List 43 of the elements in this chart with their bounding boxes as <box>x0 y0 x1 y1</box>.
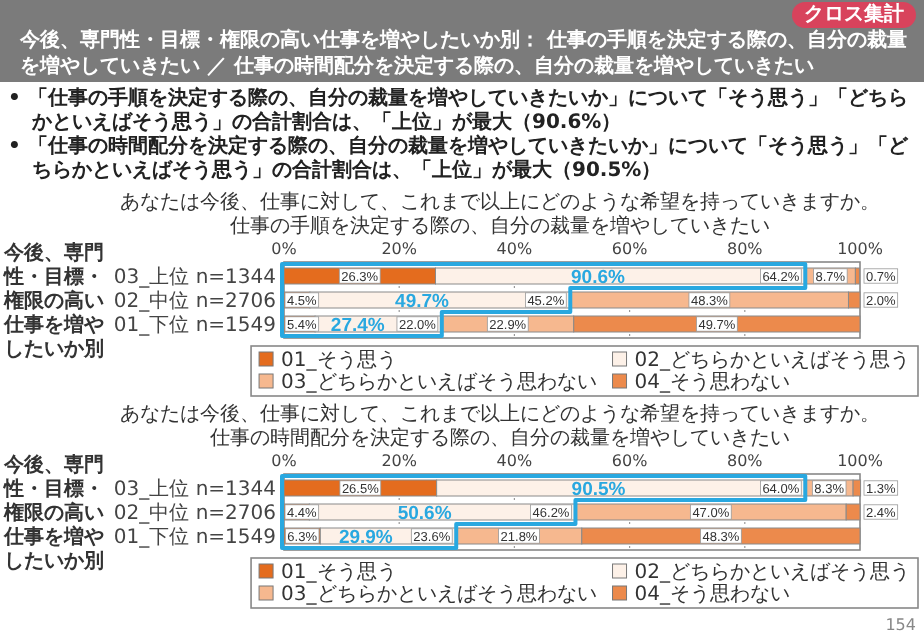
x-tick-label: 20% <box>381 452 418 470</box>
x-tick-label: 0% <box>271 452 298 470</box>
x-tick-label: 40% <box>496 452 533 470</box>
x-tick-label: 20% <box>381 240 418 258</box>
y-tick-label: 02_中位 n=2706 <box>113 501 276 525</box>
legend-label: 04_そう思わない <box>634 584 790 606</box>
y-tick-label: 03_上位 n=1344 <box>113 477 276 501</box>
text: 今後、専門性・目標・権限の高い仕事を増やしたいか別： 仕事の手順を決定する際の、自分の裁量を増やしていきたい ／ 仕事の時間配分を決定する際の、自分の裁量を増やしていきたい <box>20 28 909 80</box>
x-tick-label: 100% <box>837 240 884 258</box>
chart-title: あなたは今後、仕事に対して、これまで以上にどのような希望を持っていきますか。 <box>120 402 880 426</box>
text: • 「仕事の手順を決定する際の、自分の裁量を増やしていきたいか」について「そう思う」「どちらかといえばそう思う」の合計割合は、「上位」が最大（90.6%） <box>8 88 910 134</box>
annotation: 50.6% <box>397 502 453 525</box>
chart-title: あなたは今後、仕事に対して、これまで以上にどのような希望を持っていきますか。 <box>120 190 880 214</box>
y-tick-label: 01_下位 n=1549 <box>113 525 276 549</box>
text: 154 <box>885 616 916 634</box>
y-tick-label: 02_中位 n=2706 <box>113 289 276 313</box>
x-tick-label: 100% <box>837 452 884 470</box>
chart-subtitle: 仕事の手順を決定する際の、自分の裁量を増やしていきたい <box>230 214 770 238</box>
x-tick-label: 0% <box>271 240 298 258</box>
legend-label: 04_そう思わない <box>634 372 790 394</box>
text: 02_どちらかといえばそう思う <box>634 350 910 372</box>
annotation: 27.4% <box>330 314 386 337</box>
y-axis-title: 今後、専門性・目標・権限の高い仕事を増やしたいか別 <box>2 453 104 573</box>
x-tick-label: 60% <box>611 452 649 470</box>
annotation: 49.7% <box>395 290 451 313</box>
legend-label: 03_どちらかといえばそう思わない <box>281 584 597 606</box>
x-tick-label: 40% <box>496 240 533 258</box>
legend-label: 01_そう思う <box>281 562 397 584</box>
x-tick-label: 80% <box>727 240 764 258</box>
x-tick-label: 60% <box>611 240 649 258</box>
text: 02_どちらかといえばそう思う <box>634 562 910 584</box>
legend-label: 03_どちらかといえばそう思わない <box>281 372 597 394</box>
y-tick-label: 01_下位 n=1549 <box>113 313 276 337</box>
y-axis-title: 今後、専門性・目標・権限の高い仕事を増やしたいか別 <box>2 241 104 361</box>
text: • 「仕事の時間配分を決定する際の、自分の裁量を増やしていきたいか」について「そう思う」「どちらかといえばそう思う」の合計割合は、「上位」が最大（90.5%） <box>8 136 910 184</box>
legend-label: 01_そう思う <box>281 350 397 372</box>
y-tick-label: 03_上位 n=1344 <box>113 265 276 289</box>
text: クロス集計 <box>792 2 916 28</box>
annotation: 90.6% <box>571 266 626 289</box>
chart-subtitle: 仕事の時間配分を決定する際の、自分の裁量を増やしていきたい <box>210 426 790 450</box>
annotation: 90.5% <box>571 478 627 501</box>
annotation: 29.9% <box>338 526 394 549</box>
x-tick-label: 80% <box>727 452 764 470</box>
